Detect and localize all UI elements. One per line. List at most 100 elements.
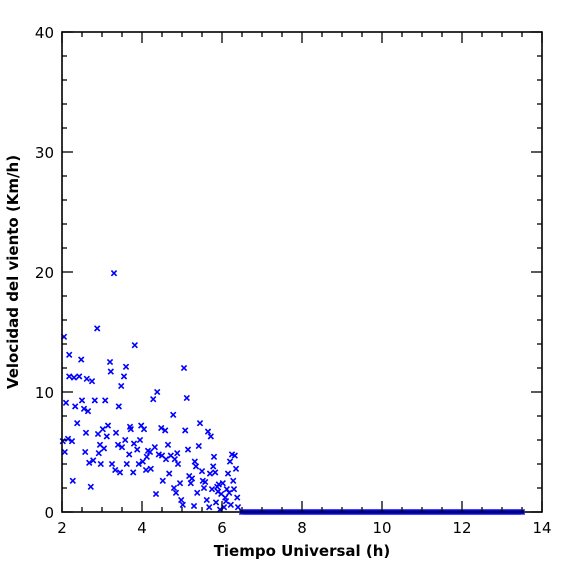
data-point: [88, 378, 96, 385]
data-point: [152, 490, 160, 498]
data-point: [76, 373, 83, 380]
data-point: [102, 397, 109, 404]
data-point: [176, 480, 184, 487]
data-point: [162, 427, 169, 434]
data-point: [142, 466, 150, 474]
data-point: [207, 433, 214, 440]
data-point: [78, 397, 86, 404]
data-point: [227, 501, 234, 508]
data-point: [143, 453, 150, 460]
data-point: [115, 403, 122, 410]
data-point: [78, 356, 85, 363]
data-point: [87, 483, 94, 490]
data-point: [180, 364, 188, 372]
data-point: [95, 450, 102, 457]
data-point: [139, 458, 146, 465]
data-point: [222, 498, 230, 505]
data-point: [234, 494, 241, 501]
data-point: [204, 428, 212, 435]
data-point: [114, 441, 122, 448]
data-point: [195, 442, 202, 450]
data-point: [208, 486, 216, 493]
data-point: [146, 448, 154, 456]
data-point: [94, 325, 101, 332]
data-point: [178, 496, 185, 504]
data-point: [61, 448, 68, 456]
data-point: [66, 351, 73, 358]
x-tick-labels: 2 4 6 8 10 12 14: [57, 519, 551, 537]
y-tick-label: 0: [44, 504, 54, 522]
data-point: [106, 358, 114, 366]
data-point: [174, 460, 182, 468]
data-point: [226, 489, 233, 496]
data-point: [174, 450, 181, 457]
data-point: [154, 388, 161, 396]
data-point: [130, 440, 138, 447]
data-point: [130, 469, 137, 476]
data-point: [107, 368, 114, 375]
data-point: [80, 405, 88, 412]
data-point: [198, 468, 206, 475]
data-point: [122, 363, 130, 370]
data-point: [230, 486, 238, 493]
x-tick-label: 12: [452, 519, 471, 537]
data-point: [151, 444, 158, 451]
data-point: [134, 446, 141, 453]
data-point: [194, 489, 201, 496]
y-tick-labels: 0 10 20 30 40: [35, 24, 54, 522]
y-axis-label: Velocidad del viento (Km/h): [4, 155, 22, 389]
data-point: [104, 422, 112, 429]
data-point: [62, 399, 70, 406]
data-point: [123, 460, 130, 468]
data-point: [210, 453, 218, 460]
data-point: [203, 496, 210, 504]
data-point: [230, 477, 237, 484]
data-point: [99, 426, 106, 433]
data-point: [231, 452, 238, 459]
data-point: [210, 463, 217, 470]
data-point: [162, 456, 170, 463]
data-point: [226, 458, 234, 465]
x-tick-label: 2: [57, 519, 67, 537]
data-point: [219, 480, 226, 487]
data-point: [66, 373, 73, 380]
y-tick-label: 40: [35, 24, 54, 42]
x-tick-label: 14: [532, 519, 551, 537]
data-point: [200, 484, 208, 492]
data-point: [164, 441, 172, 448]
plot-frame: [61, 31, 543, 513]
data-point: [192, 463, 200, 470]
data-point: [159, 477, 166, 484]
data-point: [212, 469, 219, 476]
data-point: [147, 465, 154, 472]
data-point: [131, 342, 138, 349]
data-point: [90, 457, 97, 464]
data-point: [188, 475, 196, 482]
data-point: [84, 408, 92, 415]
data-point: [82, 429, 90, 436]
data-point: [140, 426, 148, 433]
data-point: [182, 427, 189, 434]
data-point: [69, 477, 76, 484]
data-point: [172, 489, 180, 496]
data-point: [122, 436, 129, 444]
x-tick-label: 10: [372, 519, 391, 537]
data-point: [91, 397, 98, 404]
data-point: [120, 373, 128, 380]
data-point: [70, 374, 78, 381]
data-point: [127, 426, 134, 433]
data-point: [206, 504, 213, 511]
x-tick-label: 8: [297, 519, 307, 537]
x-tick-label: 4: [137, 519, 147, 537]
y-tick-label: 30: [35, 144, 54, 162]
data-point: [74, 420, 81, 427]
data-point: [202, 478, 209, 486]
data-point: [158, 424, 165, 432]
data-point: [212, 499, 220, 506]
data-point: [136, 436, 144, 444]
data-point: [82, 448, 89, 456]
data-point: [108, 460, 116, 468]
data-point: [112, 466, 119, 474]
data-point: [224, 470, 232, 477]
